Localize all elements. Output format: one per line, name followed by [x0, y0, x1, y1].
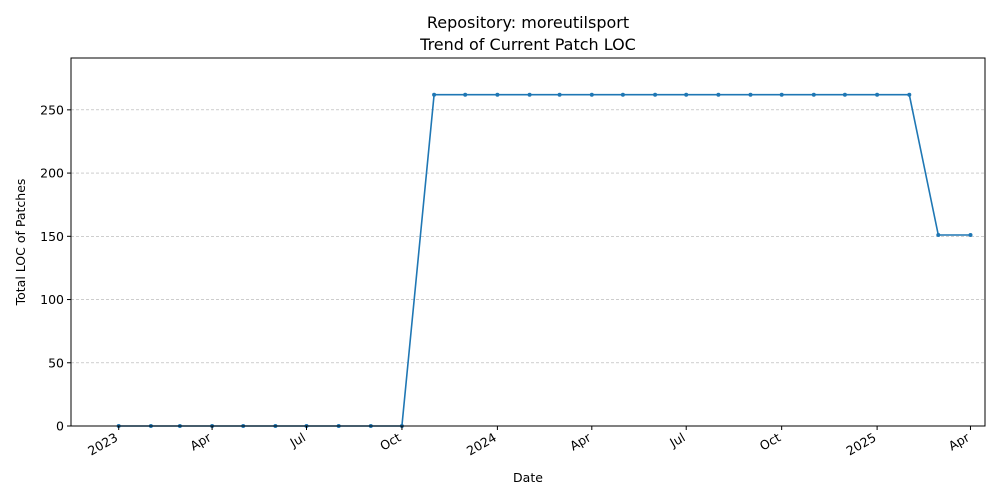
- data-point: [432, 92, 437, 97]
- data-point: [463, 92, 468, 97]
- series-layer: [116, 92, 973, 428]
- y-tick-label: 0: [56, 419, 64, 434]
- chart-subtitle: Trend of Current Patch LOC: [419, 35, 636, 54]
- y-tick-label: 250: [40, 102, 64, 117]
- data-point: [495, 92, 500, 97]
- y-tick-label: 100: [40, 292, 64, 307]
- y-tick-label: 50: [48, 355, 64, 370]
- data-point: [842, 92, 847, 97]
- data-point: [968, 233, 973, 237]
- x-tick-label: Apr: [946, 429, 973, 453]
- x-tick-label: 2023: [85, 430, 120, 459]
- data-point: [684, 92, 689, 97]
- data-point: [907, 92, 912, 97]
- series-line: [118, 93, 971, 427]
- x-tick-label: Apr: [567, 429, 594, 453]
- gridlines: [71, 109, 985, 427]
- x-tick-label: 2024: [464, 430, 499, 459]
- data-point: [527, 92, 532, 97]
- x-tick-label: Jul: [666, 430, 687, 451]
- y-axis-label: Total LOC of Patches: [13, 179, 28, 307]
- x-tick-label: Jul: [287, 430, 308, 451]
- data-point: [589, 92, 594, 97]
- data-point: [936, 233, 941, 237]
- data-point: [653, 92, 658, 97]
- data-point: [875, 92, 880, 97]
- data-point: [557, 92, 562, 97]
- data-point: [716, 92, 721, 97]
- plot-frame: [70, 57, 986, 427]
- data-point: [811, 92, 816, 97]
- y-tick-label: 150: [40, 229, 64, 244]
- y-tick-label: 200: [40, 166, 64, 181]
- data-point: [779, 92, 784, 97]
- x-tick-label: 2025: [844, 430, 879, 459]
- x-axis: 2023 Apr Jul Oct 2024 Apr Jul Oct 2025 Apr: [85, 426, 973, 459]
- x-tick-label: Oct: [757, 430, 783, 454]
- data-point: [748, 92, 753, 97]
- x-tick-label: Oct: [377, 430, 403, 454]
- x-tick-label: Apr: [187, 429, 214, 453]
- x-axis-label: Date: [513, 470, 543, 485]
- data-point: [620, 92, 625, 97]
- chart-title: Repository: moreutilsport: [427, 13, 629, 32]
- y-axis: 0 50 100 150 200 250: [40, 102, 71, 434]
